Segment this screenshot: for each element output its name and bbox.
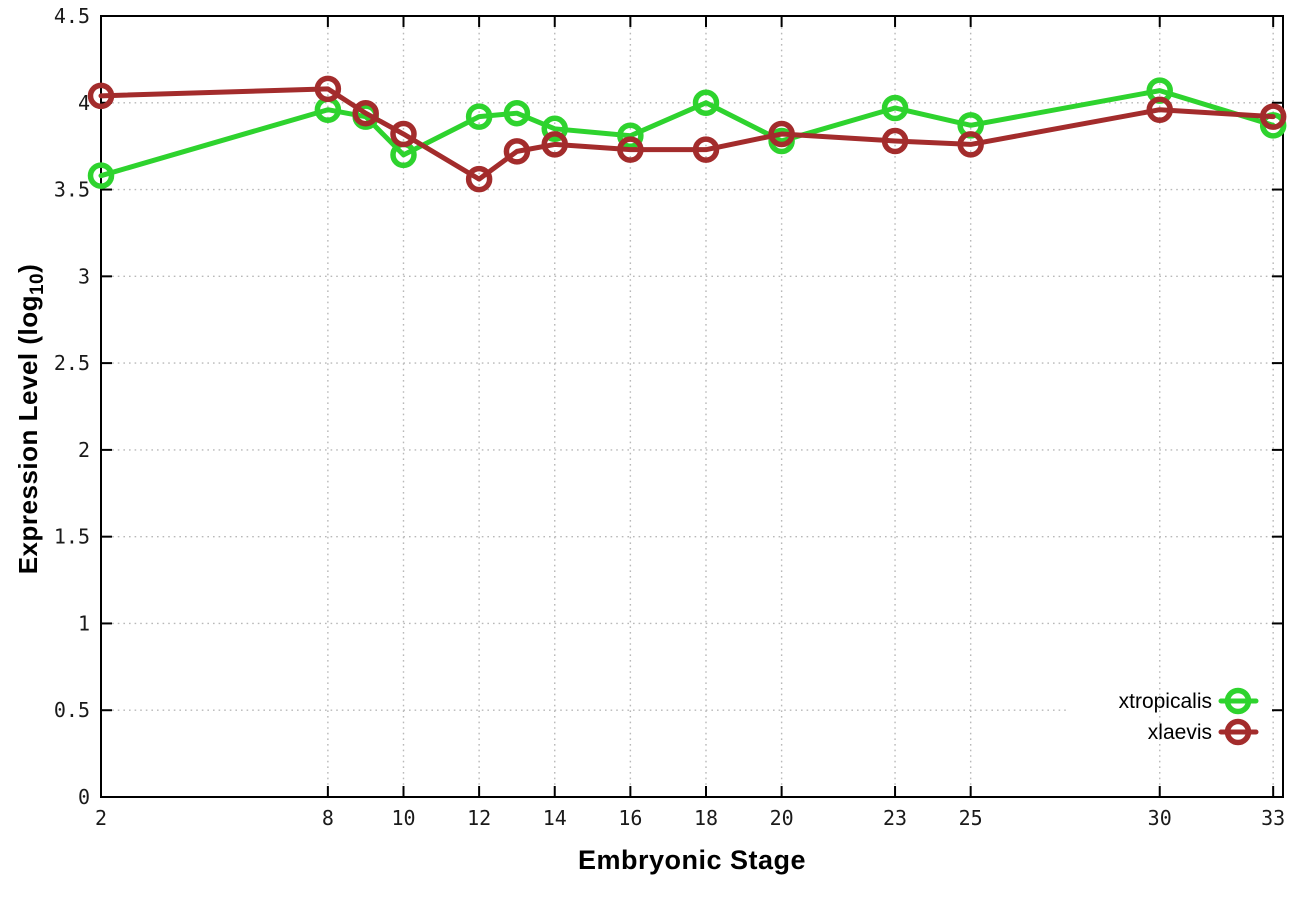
data-point-xtropicalis — [617, 122, 644, 150]
x-tick-label: 33 — [1261, 806, 1285, 830]
data-point-xtropicalis — [503, 99, 531, 127]
y-tick-label: 3 — [78, 264, 90, 288]
legend-label-xlaevis: xlaevis — [1148, 721, 1212, 744]
data-point-xlaevis — [352, 99, 379, 127]
data-point-xlaevis — [503, 138, 531, 165]
y-tick-label: 2 — [78, 438, 90, 462]
data-point-xlaevis — [87, 82, 115, 110]
x-tick-label: 20 — [770, 806, 794, 830]
y-tick-label: 3.5 — [54, 178, 90, 202]
x-tick-label: 18 — [694, 806, 718, 830]
plot-border — [100, 15, 1284, 798]
data-point-xlaevis — [768, 120, 795, 148]
data-point-xlaevis — [541, 131, 568, 158]
data-point-xlaevis — [617, 136, 644, 163]
y-tick-label: 0 — [78, 785, 90, 809]
y-tick-label: 4.5 — [54, 4, 90, 28]
x-axis-title-text: Embryonic Stage — [577, 845, 807, 875]
y-tick-label: 1.5 — [54, 525, 90, 549]
data-point-xlaevis — [692, 136, 720, 163]
y-tick-label: 2.5 — [54, 351, 90, 375]
data-point-xtropicalis — [541, 115, 568, 143]
data-point-xtropicalis — [692, 89, 720, 117]
data-point-xtropicalis — [87, 162, 115, 189]
x-tick-label: 8 — [322, 806, 334, 830]
data-point-xlaevis — [465, 165, 493, 193]
x-tick-label: 30 — [1148, 806, 1172, 830]
y-axis-title-subscript: 10 — [27, 272, 48, 296]
x-tick-label: 23 — [883, 806, 907, 830]
x-tick-label: 12 — [467, 806, 491, 830]
x-tick-label: 10 — [391, 806, 415, 830]
data-point-xtropicalis — [881, 94, 909, 122]
y-axis-title: Expression Level (log10) — [2, 19, 54, 819]
x-tick-label: 16 — [618, 806, 642, 830]
x-axis-title: Embryonic Stage — [101, 845, 1283, 876]
data-point-xlaevis — [957, 131, 984, 158]
y-axis-title-close: ) — [13, 263, 43, 273]
data-point-xlaevis — [881, 127, 909, 155]
y-tick-label: 4 — [78, 91, 90, 115]
series-line-xtropicalis — [98, 88, 1276, 179]
y-tick-label: 0.5 — [54, 698, 90, 722]
data-point-xlaevis — [1146, 96, 1173, 123]
data-point-xlaevis — [390, 120, 417, 148]
legend-marker-xlaevis — [1224, 718, 1252, 746]
data-point-xtropicalis — [465, 103, 493, 130]
y-axis-title-text: Expression Level (log — [13, 295, 43, 575]
data-point-xlaevis — [314, 75, 342, 103]
x-tick-label: 14 — [543, 806, 567, 830]
x-tick-label: 2 — [95, 806, 107, 830]
data-point-xlaevis — [1259, 103, 1287, 130]
legend-label-xtropicalis: xtropicalis — [1119, 690, 1212, 713]
x-tick-label: 25 — [959, 806, 983, 830]
y-tick-label: 1 — [78, 611, 90, 635]
legend-marker-xtropicalis — [1224, 687, 1252, 715]
